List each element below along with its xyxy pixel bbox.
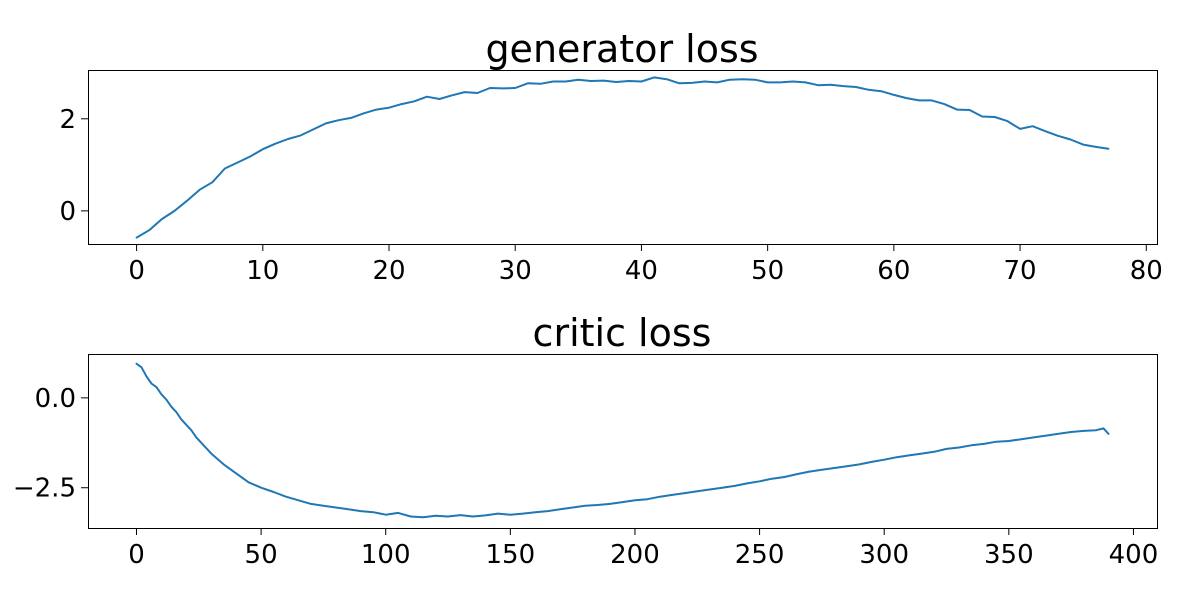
generator-loss-title: generator loss bbox=[485, 27, 758, 71]
generator-loss-xtick-label: 30 bbox=[499, 256, 532, 286]
critic-loss-xtick-label: 200 bbox=[610, 540, 660, 570]
critic-loss-series-line bbox=[135, 362, 1110, 519]
generator-loss-marks bbox=[135, 76, 1110, 239]
critic-loss-panel: critic loss 0 50 100 150 200 250 300 350 400 0.0 −… bbox=[13, 311, 1158, 570]
critic-loss-ticks: 0 50 100 150 200 250 300 350 400 0.0 −2.5 bbox=[13, 384, 1158, 570]
generator-loss-xtick-label: 20 bbox=[372, 256, 405, 286]
critic-loss-xtick-label: 250 bbox=[735, 540, 785, 570]
generator-loss-ticks: 0 10 20 30 40 50 60 70 80 0 2 bbox=[59, 105, 1162, 286]
critic-loss-axes-frame bbox=[88, 354, 1158, 529]
generator-loss-xtick-label: 80 bbox=[1130, 256, 1163, 286]
critic-loss-xtick-label: 400 bbox=[1109, 540, 1159, 570]
generator-loss-xtick-label: 10 bbox=[246, 256, 279, 286]
critic-loss-xtick-label: 100 bbox=[361, 540, 411, 570]
critic-loss-xtick-label: 300 bbox=[859, 540, 909, 570]
generator-loss-ytick-label: 0 bbox=[59, 197, 76, 227]
generator-loss-xtick-label: 50 bbox=[751, 256, 784, 286]
generator-loss-panel: generator loss 0 10 20 30 40 50 60 70 80 0 2 bbox=[59, 27, 1162, 286]
generator-loss-xtick-label: 0 bbox=[128, 256, 145, 286]
generator-loss-ytick-label: 2 bbox=[59, 105, 76, 135]
critic-loss-ytick-label: −2.5 bbox=[13, 474, 76, 504]
critic-loss-xtick-label: 50 bbox=[245, 540, 278, 570]
generator-loss-series-line bbox=[135, 76, 1110, 239]
generator-loss-axes-frame bbox=[88, 70, 1158, 245]
generator-loss-xtick-label: 40 bbox=[625, 256, 658, 286]
critic-loss-title: critic loss bbox=[533, 311, 712, 355]
critic-loss-xtick-label: 150 bbox=[486, 540, 536, 570]
generator-loss-xtick-label: 70 bbox=[1004, 256, 1037, 286]
critic-loss-xtick-label: 0 bbox=[128, 540, 145, 570]
generator-loss-xtick-label: 60 bbox=[877, 256, 910, 286]
critic-loss-xtick-label: 350 bbox=[984, 540, 1034, 570]
critic-loss-marks bbox=[135, 362, 1110, 519]
critic-loss-ytick-label: 0.0 bbox=[35, 384, 76, 414]
